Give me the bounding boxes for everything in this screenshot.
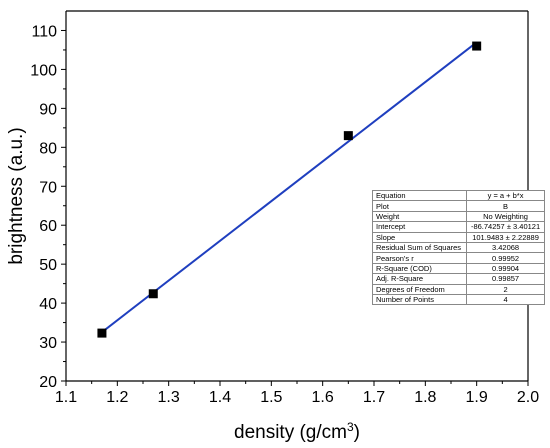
- fit-table-label: Degrees of Freedom: [371, 283, 468, 295]
- fit-table-row: Adj. R-Square 0.99857: [371, 273, 545, 285]
- x-tick-label: 1.6: [312, 389, 334, 406]
- y-tick-label: 110: [31, 23, 57, 40]
- y-axis-title: brightness (a.u.): [6, 127, 27, 264]
- fit-line-group: [101, 41, 478, 333]
- x-tick-label: 1.9: [466, 389, 488, 406]
- fit-table-value: 4: [466, 293, 545, 306]
- fit-table-label: Number of Points: [371, 293, 468, 306]
- x-tick-label: 1.7: [363, 389, 385, 406]
- y-tick-label: 60: [39, 218, 57, 235]
- x-tick-label: 1.4: [209, 389, 231, 406]
- fit-table-row: Slope 101.9483 ± 2.22889: [371, 231, 545, 243]
- y-tick-label: 30: [39, 335, 57, 352]
- fit-table-row: Intercept -86.74257 ± 3.40121: [371, 221, 545, 233]
- fit-table-label: R-Square (COD): [371, 262, 468, 275]
- linear-fit-line: [101, 41, 478, 333]
- fit-table-value: B: [466, 200, 545, 212]
- fit-table-value: 0.99857: [466, 273, 545, 285]
- y-tick-label: 80: [39, 140, 57, 157]
- fit-table-row: Residual Sum of Squares 3.42068: [371, 241, 545, 254]
- x-tick-label: 1.2: [106, 389, 128, 406]
- y-tick-label: 100: [30, 62, 57, 79]
- data-points: [97, 41, 482, 338]
- fit-table-value: y = a + b*x: [466, 189, 545, 202]
- axis-ticks: 1.1 1.2 1.3 1.4 1.5 1.6 1.7 1.8 1.9 2.0 20 30 40 50 60…: [30, 23, 539, 406]
- x-axis-title-end: ): [354, 422, 360, 443]
- x-axis-title: density (g/cm3): [234, 420, 360, 443]
- fit-results-table: Equation y = a + b*x Plot B Weight No Weighti…: [371, 189, 545, 306]
- fit-table-label: Equation: [371, 189, 468, 202]
- fit-table-value: 0.99904: [466, 262, 545, 275]
- data-point: [343, 131, 353, 141]
- fit-table-row: Number of Points 4: [371, 293, 545, 306]
- x-axis-title-superscript: 3: [347, 420, 354, 434]
- fit-table-row: Plot B: [371, 200, 545, 212]
- fit-table-label: Adj. R-Square: [371, 273, 468, 285]
- fit-table-row: Pearson's r 0.99952: [371, 252, 545, 264]
- x-tick-label: 1.8: [414, 389, 436, 406]
- y-tick-label: 50: [39, 257, 57, 274]
- y-tick-label: 70: [39, 179, 57, 196]
- fit-table-value: -86.74257 ± 3.40121: [466, 221, 545, 233]
- fit-table-label: Residual Sum of Squares: [371, 241, 468, 254]
- fit-table-row: Weight No Weighting: [371, 210, 545, 223]
- y-tick-label: 20: [39, 374, 57, 391]
- x-tick-label: 2.0: [517, 389, 539, 406]
- data-point: [97, 328, 107, 338]
- fit-table-value: 2: [466, 283, 545, 295]
- fit-table-label: Pearson's r: [371, 252, 468, 264]
- y-tick-label: 40: [39, 296, 57, 313]
- fit-table-row: Equation y = a + b*x: [371, 189, 545, 202]
- fit-table-value: 101.9483 ± 2.22889: [466, 231, 545, 243]
- fit-table-value: 0.99952: [466, 252, 545, 264]
- data-point: [472, 41, 482, 51]
- fit-table-label: Weight: [371, 210, 468, 223]
- fit-table-value: 3.42068: [466, 241, 545, 254]
- x-tick-label: 1.1: [55, 389, 77, 406]
- y-tick-label: 90: [39, 101, 57, 118]
- fit-table-label: Plot: [371, 200, 468, 212]
- x-tick-label: 1.3: [158, 389, 180, 406]
- fit-table-value: No Weighting: [466, 210, 545, 223]
- x-tick-label: 1.5: [260, 389, 282, 406]
- fit-table-label: Intercept: [371, 221, 468, 233]
- fit-table-row: R-Square (COD) 0.99904: [371, 262, 545, 275]
- fit-table-label: Slope: [371, 231, 468, 243]
- fit-table-row: Degrees of Freedom 2: [371, 283, 545, 295]
- data-point: [148, 289, 158, 299]
